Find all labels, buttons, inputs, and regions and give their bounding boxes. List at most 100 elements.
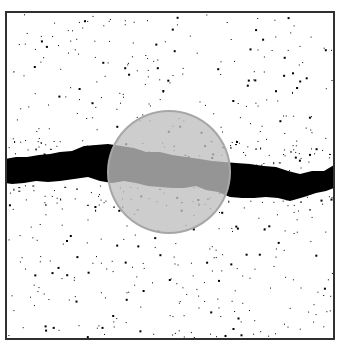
noise-dot xyxy=(283,149,285,151)
noise-dot xyxy=(293,204,295,206)
noise-dot xyxy=(242,275,244,277)
noise-dot xyxy=(52,36,54,37)
noise-dot xyxy=(122,93,124,95)
noise-dot xyxy=(236,140,238,142)
noise-dot xyxy=(245,105,247,107)
noise-dot xyxy=(235,225,238,228)
noise-dot xyxy=(328,196,330,198)
noise-dot xyxy=(27,149,29,151)
noise-dot xyxy=(275,256,277,258)
noise-dot xyxy=(224,335,227,337)
noise-dot xyxy=(76,113,78,114)
noise-dot xyxy=(147,20,148,22)
noise-dot xyxy=(210,311,213,314)
noise-dot xyxy=(123,96,124,98)
noise-dot xyxy=(218,279,220,282)
noise-dot xyxy=(152,282,153,284)
noise-dot xyxy=(220,74,222,75)
noise-dot xyxy=(258,217,260,219)
noise-dot xyxy=(204,300,206,302)
noise-dot xyxy=(49,148,52,150)
noise-dot xyxy=(21,257,23,259)
noise-dot xyxy=(171,28,174,31)
noise-dot xyxy=(136,116,138,118)
noise-dot xyxy=(308,116,311,119)
noise-dot xyxy=(311,216,313,218)
noise-dot xyxy=(172,75,174,76)
noise-dot xyxy=(253,71,255,73)
noise-dot xyxy=(118,209,121,212)
noise-dot xyxy=(236,268,238,270)
noise-dot xyxy=(66,240,68,242)
noise-dot xyxy=(258,253,261,256)
noise-dot xyxy=(235,144,237,146)
noise-dot xyxy=(326,311,328,313)
noise-dot xyxy=(45,204,47,206)
noise-dot xyxy=(275,333,276,335)
noise-dot xyxy=(112,271,114,273)
noise-dot xyxy=(314,153,316,155)
noise-dot xyxy=(86,204,89,206)
noise-dot xyxy=(169,82,171,84)
noise-dot xyxy=(8,239,10,241)
noise-dot xyxy=(33,305,35,307)
noise-dot xyxy=(164,41,166,43)
noise-dot xyxy=(213,113,215,115)
noise-dot xyxy=(40,61,42,63)
noise-dot xyxy=(65,96,67,98)
noise-dot xyxy=(69,235,72,237)
noise-dot xyxy=(11,295,13,297)
noise-dot xyxy=(257,140,259,142)
noise-dot xyxy=(247,79,250,82)
noise-dot xyxy=(61,224,63,226)
gray-overlay-circle xyxy=(107,110,231,234)
noise-dot xyxy=(284,323,285,325)
noise-dot xyxy=(116,318,118,320)
noise-dot xyxy=(125,322,127,324)
noise-dot xyxy=(60,198,62,201)
noise-dot xyxy=(124,67,127,70)
noise-dot xyxy=(25,140,27,141)
noise-dot xyxy=(317,291,319,293)
noise-dot xyxy=(306,196,308,198)
noise-dot xyxy=(275,248,277,250)
noise-dot xyxy=(232,100,235,102)
noise-dot xyxy=(292,72,294,75)
noise-dot xyxy=(94,206,97,208)
noise-dot xyxy=(182,73,184,75)
noise-dot xyxy=(196,288,198,290)
noise-dot xyxy=(56,197,58,199)
noise-dot xyxy=(253,333,255,335)
noise-dot xyxy=(100,199,102,201)
noise-dot xyxy=(237,317,240,320)
noise-dot xyxy=(263,71,265,73)
noise-dot xyxy=(250,200,252,202)
noise-dot xyxy=(60,68,62,70)
noise-dot xyxy=(104,297,106,299)
noise-dot xyxy=(174,332,176,334)
noise-dot xyxy=(154,246,156,248)
noise-dot xyxy=(119,92,121,94)
noise-dot xyxy=(78,325,80,327)
noise-dot xyxy=(36,131,38,132)
noise-dot xyxy=(100,238,102,240)
noise-dot xyxy=(298,159,301,162)
noise-dot xyxy=(330,198,333,201)
noise-dot xyxy=(198,295,200,297)
noise-dot xyxy=(260,331,262,333)
noise-dot xyxy=(268,335,270,337)
noise-dot xyxy=(100,97,102,99)
noise-dot xyxy=(226,22,228,23)
noise-dot xyxy=(221,270,223,272)
noise-dot xyxy=(8,147,10,149)
noise-dot xyxy=(231,141,233,143)
noise-dot xyxy=(112,315,115,317)
noise-dot xyxy=(49,260,51,262)
noise-dot xyxy=(215,257,217,259)
noise-dot xyxy=(300,157,302,159)
noise-dot xyxy=(23,75,25,77)
noise-dot xyxy=(25,199,27,201)
noise-dot xyxy=(206,14,208,16)
noise-dot xyxy=(153,333,155,335)
noise-dot xyxy=(87,271,90,274)
